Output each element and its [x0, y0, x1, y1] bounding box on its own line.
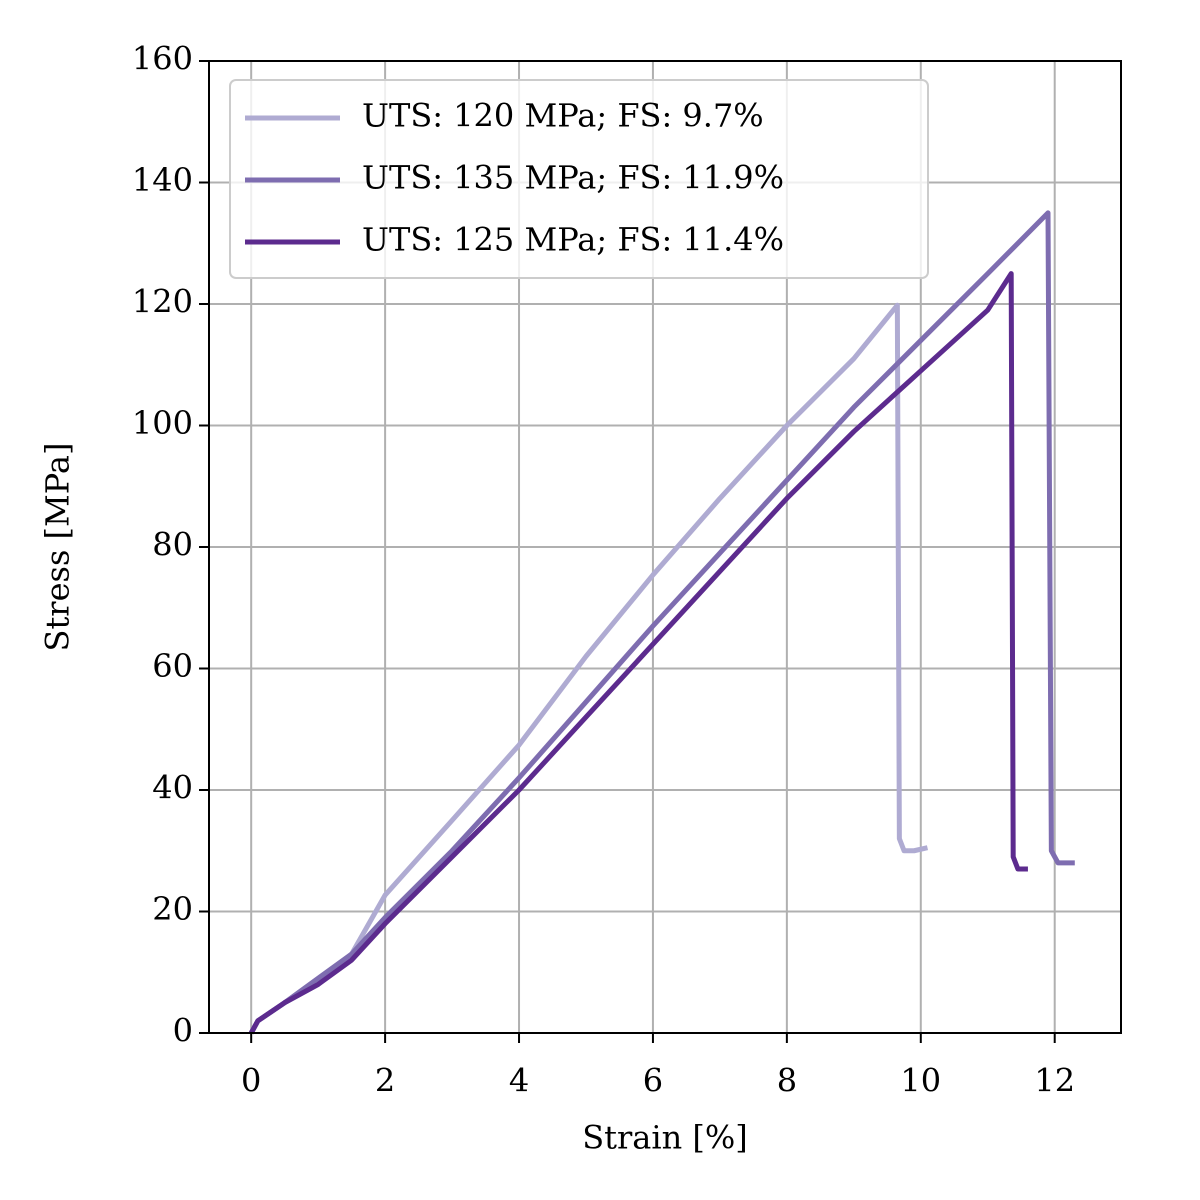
x-tick-label: 8	[777, 1062, 797, 1100]
y-tick-label: 60	[152, 647, 193, 685]
y-tick-label: 40	[152, 769, 193, 807]
x-tick-label: 0	[241, 1062, 261, 1100]
data-line	[249, 271, 1028, 1035]
y-tick-label: 0	[173, 1012, 193, 1050]
y-tick-label: 100	[132, 404, 193, 442]
legend-label: UTS: 135 MPa; FS: 11.9%	[362, 159, 784, 197]
y-tick-label: 160	[132, 40, 193, 78]
legend: UTS: 120 MPa; FS: 9.7% UTS: 135 MPa; FS: …	[229, 79, 929, 279]
y-tick-label: 80	[152, 526, 193, 564]
x-axis-label: Strain [%]	[582, 1119, 748, 1157]
y-axis-label: Stress [MPa]	[39, 443, 77, 652]
x-tick-label: 12	[1034, 1062, 1075, 1100]
y-tick-label: 120	[132, 283, 193, 321]
y-tick-label: 20	[152, 890, 193, 928]
x-tick-label: 4	[509, 1062, 529, 1100]
x-tick-label: 6	[643, 1062, 663, 1100]
plot-frame	[208, 60, 1122, 1034]
data-line	[249, 210, 1075, 1035]
x-tick-label: 10	[900, 1062, 941, 1100]
legend-label: UTS: 120 MPa; FS: 9.7%	[362, 97, 764, 135]
legend-label: UTS: 125 MPa; FS: 11.4%	[362, 221, 784, 259]
legend-box	[229, 79, 929, 279]
y-tick-label: 140	[132, 161, 193, 199]
x-tick-label: 2	[375, 1062, 395, 1100]
